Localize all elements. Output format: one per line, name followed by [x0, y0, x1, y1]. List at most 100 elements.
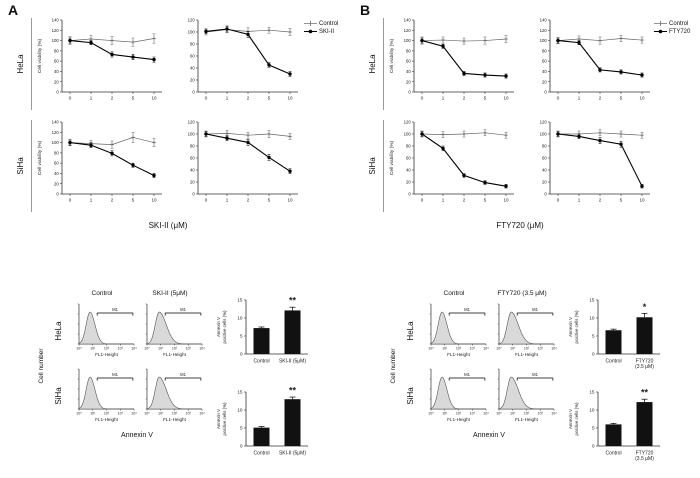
- svg-text:100: 100: [404, 132, 412, 137]
- svg-text:10: 10: [151, 96, 157, 101]
- svg-text:*: *: [643, 302, 647, 312]
- svg-text:Cell viability (%): Cell viability (%): [37, 39, 43, 74]
- svg-text:60: 60: [54, 161, 59, 166]
- svg-text:20: 20: [54, 79, 59, 84]
- legend-control-label: Control: [319, 20, 339, 27]
- svg-text:10¹: 10¹: [442, 347, 448, 351]
- flow-histogram-b-siha-treated: 10⁰ 10¹ 10² 10³ 10⁴ M1 FL1-Height: [496, 368, 557, 422]
- svg-text:0: 0: [544, 192, 547, 197]
- svg-text:5: 5: [268, 198, 271, 203]
- viability-chart-a-hela-1: 0 20 40 60 80 100 120 140 0 1 2 5 10 Cell viability (…: [37, 18, 162, 101]
- svg-text:1: 1: [442, 198, 445, 203]
- svg-text:10⁴: 10⁴: [131, 412, 137, 416]
- svg-text:20: 20: [54, 181, 59, 186]
- svg-text:FL1-Height: FL1-Height: [95, 352, 118, 357]
- svg-text:40: 40: [542, 69, 547, 74]
- svg-text:Annexin V: Annexin V: [216, 409, 221, 429]
- treatment-marker-icon: [654, 29, 667, 34]
- svg-text:2: 2: [111, 198, 114, 203]
- panel-b-label: B: [360, 2, 371, 18]
- viability-chart-a-siha-1: 0 20 40 60 80 100 120 140 0 1 2 5 10 Cell viability (…: [37, 120, 162, 203]
- viability-chart-a-hela-2: 0 20 40 60 80 100 120 0 1 2 5 10: [188, 18, 298, 101]
- svg-text:100: 100: [188, 132, 196, 137]
- svg-text:140: 140: [404, 18, 412, 23]
- svg-text:40: 40: [54, 171, 59, 176]
- svg-text:0: 0: [421, 198, 424, 203]
- svg-text:40: 40: [406, 168, 411, 173]
- svg-text:0: 0: [205, 198, 208, 203]
- svg-text:5: 5: [592, 334, 595, 339]
- svg-text:40: 40: [190, 66, 195, 71]
- svg-text:20: 20: [406, 180, 411, 185]
- svg-text:positive cells (%): positive cells (%): [222, 402, 227, 435]
- svg-text:120: 120: [540, 120, 548, 125]
- svg-text:120: 120: [540, 28, 548, 33]
- svg-text:10: 10: [237, 316, 243, 321]
- svg-text:**: **: [289, 386, 297, 396]
- svg-text:FL1-Height: FL1-Height: [447, 352, 470, 357]
- panel-a-flow-header-treatment: SKI-II (5μM): [152, 290, 188, 297]
- svg-text:100: 100: [52, 38, 60, 43]
- svg-text:1: 1: [578, 198, 581, 203]
- svg-text:15: 15: [237, 390, 243, 395]
- svg-text:10³: 10³: [470, 412, 476, 416]
- svg-text:10: 10: [151, 198, 157, 203]
- svg-text:0: 0: [69, 96, 72, 101]
- svg-text:0: 0: [421, 96, 424, 101]
- svg-text:60: 60: [542, 156, 547, 161]
- svg-text:FL1-Height: FL1-Height: [515, 417, 538, 422]
- svg-text:5: 5: [240, 426, 243, 431]
- svg-text:5: 5: [620, 198, 623, 203]
- svg-text:10⁰: 10⁰: [76, 347, 82, 351]
- svg-text:60: 60: [406, 59, 411, 64]
- svg-text:Cell viability (%): Cell viability (%): [37, 141, 43, 176]
- svg-text:10²: 10²: [524, 412, 530, 416]
- svg-text:Control: Control: [605, 359, 621, 365]
- svg-text:10²: 10²: [104, 347, 110, 351]
- svg-text:20: 20: [406, 79, 411, 84]
- svg-text:10: 10: [503, 198, 509, 203]
- svg-text:10: 10: [287, 198, 293, 203]
- panel-a-annexin-label: Annexin V: [121, 432, 153, 439]
- svg-text:0: 0: [56, 90, 59, 95]
- svg-text:10: 10: [287, 96, 293, 101]
- svg-text:**: **: [641, 388, 649, 398]
- svg-text:1: 1: [226, 198, 229, 203]
- svg-text:10⁴: 10⁴: [483, 347, 489, 351]
- svg-text:120: 120: [52, 28, 60, 33]
- svg-text:positive cells (%): positive cells (%): [574, 310, 579, 343]
- flow-histogram-a-hela-control: 10⁰ 10¹ 10² 10³ 10⁴ M1 FL1-Height: [76, 303, 137, 357]
- svg-text:2: 2: [111, 96, 114, 101]
- svg-text:FL1-Height: FL1-Height: [163, 352, 186, 357]
- legend-item-control: Control: [304, 20, 338, 27]
- svg-text:2: 2: [247, 198, 250, 203]
- svg-text:10⁴: 10⁴: [551, 347, 557, 351]
- svg-text:10¹: 10¹: [158, 412, 164, 416]
- svg-text:1: 1: [442, 96, 445, 101]
- svg-text:M1: M1: [180, 307, 186, 312]
- svg-text:10⁰: 10⁰: [428, 347, 434, 351]
- svg-text:120: 120: [404, 28, 412, 33]
- svg-text:1: 1: [90, 96, 93, 101]
- svg-text:80: 80: [406, 144, 411, 149]
- svg-text:60: 60: [54, 59, 59, 64]
- svg-text:10⁴: 10⁴: [199, 347, 205, 351]
- svg-text:10³: 10³: [186, 412, 192, 416]
- svg-text:M1: M1: [464, 307, 470, 312]
- svg-text:0: 0: [192, 192, 195, 197]
- svg-text:M1: M1: [112, 307, 118, 312]
- svg-text:5: 5: [132, 96, 135, 101]
- svg-text:10³: 10³: [470, 347, 476, 351]
- svg-text:10²: 10²: [524, 347, 530, 351]
- svg-text:10: 10: [589, 316, 595, 321]
- svg-text:20: 20: [542, 79, 547, 84]
- svg-text:Cell viability (%): Cell viability (%): [389, 39, 395, 74]
- svg-text:60: 60: [542, 59, 547, 64]
- svg-text:10: 10: [589, 408, 595, 413]
- legend-panel-a: Control SKI-II: [304, 20, 338, 36]
- svg-text:10¹: 10¹: [158, 347, 164, 351]
- svg-text:15: 15: [589, 390, 595, 395]
